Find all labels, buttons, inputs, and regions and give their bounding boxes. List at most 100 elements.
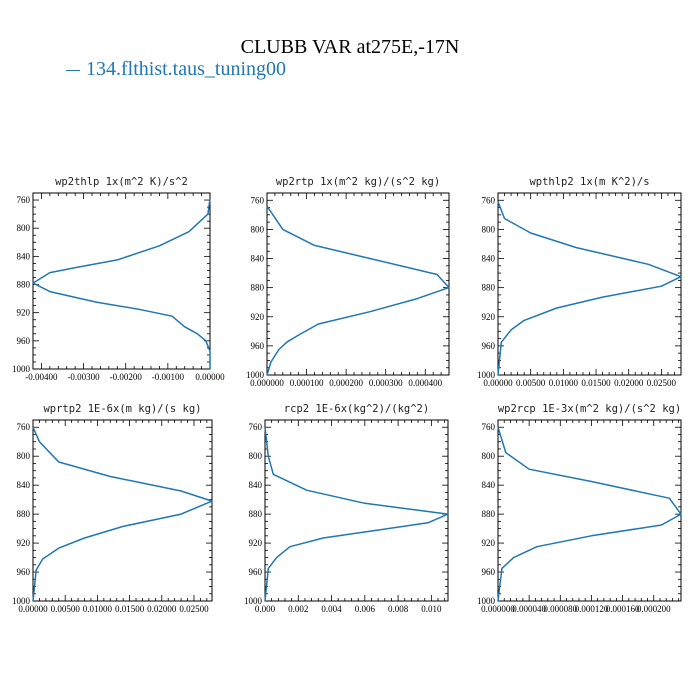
panel-title: wp2rcp 1E-3x(m^2 kg)/(s^2 kg) (498, 403, 681, 415)
x-tick-label: 0.000400 (408, 378, 442, 388)
x-tick-label: 0.00500 (516, 378, 546, 388)
y-tick-label: 1000 (246, 370, 265, 380)
x-tick-label: 0.00000 (195, 372, 225, 382)
y-tick-label: 920 (251, 312, 265, 322)
x-tick-label: 0.00000 (18, 604, 48, 614)
y-tick-label: 800 (249, 451, 263, 461)
x-tick-label: 0.01500 (581, 378, 611, 388)
x-tick-label: 0.000300 (369, 378, 403, 388)
x-tick-label: 0.000200 (329, 378, 363, 388)
plot-frame (497, 192, 682, 376)
x-tick-label: 0.000040 (512, 604, 546, 614)
x-tick-label: 0.000000 (250, 378, 284, 388)
x-tick-label: 0.01000 (549, 378, 579, 388)
legend-label: 134.flthist.taus_tuning00 (86, 58, 286, 80)
series-line (264, 427, 449, 602)
y-tick-label: 840 (17, 251, 31, 261)
y-tick-label: 1000 (477, 596, 496, 606)
panel-5: rcp2 1E-6x(kg^2)/(kg^2) 760 800 840 880 920 96… (244, 403, 449, 614)
series-line (497, 426, 682, 602)
y-tick-label: 1000 (477, 370, 496, 380)
series-line (32, 426, 213, 602)
y-tick-label: 840 (482, 480, 496, 490)
panel-title: wprtp2 1E-6x(m kg)/(s kg) (43, 403, 201, 415)
y-tick-label: 920 (482, 312, 496, 322)
y-tick-label: 920 (249, 538, 263, 548)
y-tick-label: 800 (17, 223, 31, 233)
y-tick-label: 920 (17, 538, 31, 548)
panel-title: wp2rtp 1x(m^2 kg)/(s^2 kg) (276, 176, 440, 188)
x-tick-label: 0.006 (355, 604, 376, 614)
plot-frame (264, 419, 449, 602)
y-tick-label: 960 (17, 336, 31, 346)
legend-line-swatch (66, 69, 80, 72)
panel-title: wpthlp2 1x(m K^2)/s (529, 176, 649, 188)
x-tick-label: 0.002 (288, 604, 308, 614)
x-tick-label: 0.00000 (483, 378, 513, 388)
x-tick-label: -0.00200 (110, 372, 143, 382)
y-tick-label: 840 (17, 480, 31, 490)
y-tick-label: 880 (482, 509, 496, 519)
y-tick-label: 800 (482, 451, 496, 461)
y-tick-label: 880 (482, 283, 496, 293)
x-tick-label: 0.000160 (606, 604, 640, 614)
y-tick-label: 760 (482, 422, 496, 432)
y-tick-label: 840 (249, 480, 263, 490)
plot-frame (497, 419, 682, 602)
x-tick-label: 0.02000 (614, 378, 644, 388)
y-tick-label: 960 (17, 567, 31, 577)
x-tick-label: 0.000120 (575, 604, 609, 614)
panel-6: wp2rcp 1E-3x(m^2 kg)/(s^2 kg)760 800 840 88… (477, 403, 682, 614)
x-tick-label: 0.000100 (290, 378, 324, 388)
y-tick-label: 960 (251, 341, 265, 351)
y-tick-label: 880 (17, 280, 31, 290)
y-tick-label: 1000 (12, 364, 31, 374)
y-tick-label: 920 (482, 538, 496, 548)
y-tick-label: 760 (482, 195, 496, 205)
x-tick-label: 0.01500 (115, 604, 145, 614)
x-tick-label: 0.02000 (147, 604, 177, 614)
series-line (32, 198, 211, 369)
x-tick-label: -0.00100 (152, 372, 185, 382)
y-tick-label: 760 (251, 195, 265, 205)
y-tick-label: 800 (251, 224, 265, 234)
y-tick-label: 1000 (244, 596, 263, 606)
y-tick-label: 1000 (12, 596, 31, 606)
y-tick-label: 960 (249, 567, 263, 577)
series-line (266, 205, 450, 376)
panel-title: rcp2 1E-6x(kg^2)/(kg^2) (284, 403, 429, 415)
x-tick-label: -0.00300 (67, 372, 100, 382)
y-tick-label: 760 (249, 422, 263, 432)
x-tick-label: 0.000080 (543, 604, 577, 614)
y-tick-label: 760 (17, 195, 31, 205)
series-line (497, 201, 682, 376)
y-tick-label: 880 (17, 509, 31, 519)
panel-4: wprtp2 1E-6x(m kg)/(s kg) 760 800 840 880 920… (12, 403, 213, 614)
x-tick-label: 0.000 (255, 604, 276, 614)
legend: 134.flthist.taus_tuning00 (66, 58, 286, 81)
x-tick-label: 0.010 (421, 604, 442, 614)
x-tick-label: 0.000200 (637, 604, 671, 614)
plot-frame (32, 419, 213, 602)
x-tick-label: 0.02500 (647, 378, 677, 388)
x-tick-label: 0.02500 (179, 604, 209, 614)
y-tick-label: 840 (251, 254, 265, 264)
figure-title: CLUBB VAR at275E,-17N (240, 36, 460, 58)
plot-frame (32, 192, 211, 370)
y-tick-label: 960 (482, 341, 496, 351)
x-tick-label: 0.008 (388, 604, 409, 614)
panel-3: wpthlp2 1x(m K^2)/s 760 800 840 880 920 960 100… (477, 176, 682, 388)
x-tick-label: -0.00400 (25, 372, 58, 382)
panel-title: wp2thlp 1x(m^2 K)/s^2 (55, 176, 188, 188)
y-tick-label: 960 (482, 567, 496, 577)
x-tick-label: 0.00500 (51, 604, 81, 614)
y-tick-label: 880 (249, 509, 263, 519)
panel-2: wp2rtp 1x(m^2 kg)/(s^2 kg) 760 800 840 880 92… (246, 176, 450, 388)
y-tick-label: 760 (17, 422, 31, 432)
y-tick-label: 880 (251, 283, 265, 293)
y-tick-label: 800 (17, 451, 31, 461)
x-tick-label: 0.000000 (481, 604, 515, 614)
x-tick-label: 0.004 (321, 604, 342, 614)
y-tick-label: 800 (482, 224, 496, 234)
